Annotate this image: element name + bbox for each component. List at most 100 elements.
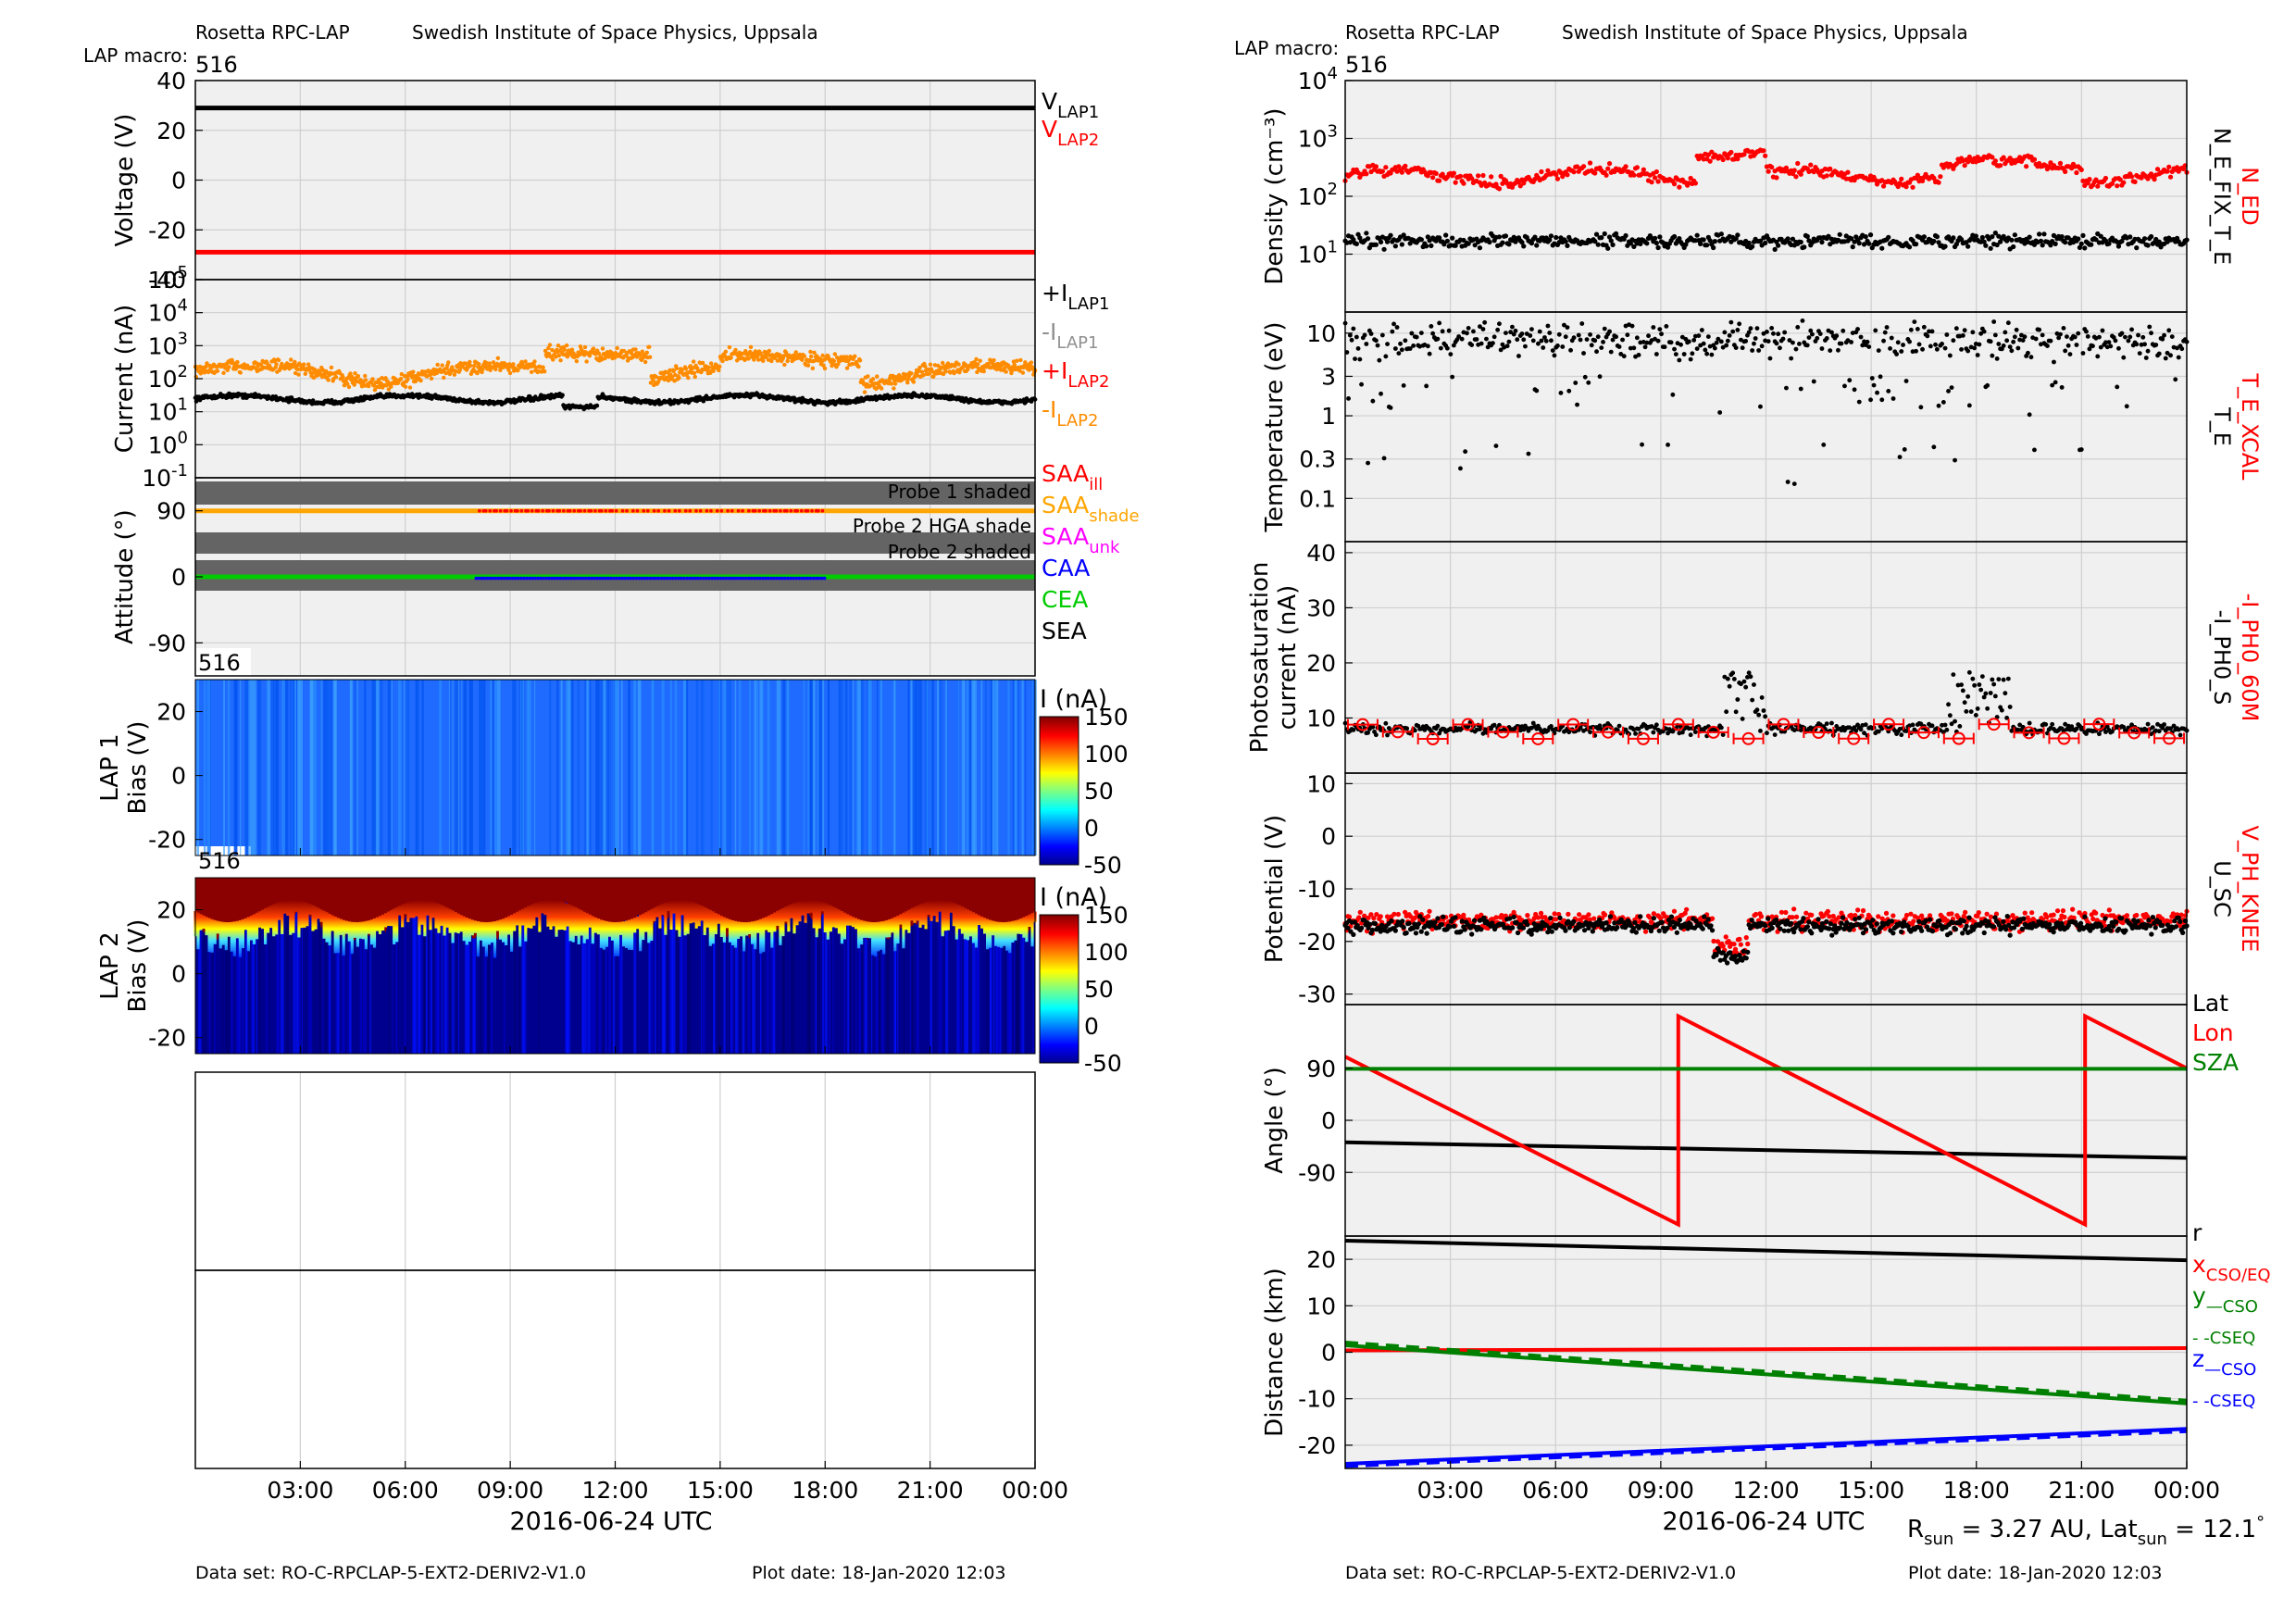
lap2-streak	[897, 878, 899, 1054]
lap2-streak	[417, 878, 421, 1054]
attitude-legend-entry: SAAunk	[1042, 523, 1120, 557]
current-tick-base: 10	[148, 399, 178, 426]
lap2-streak	[308, 878, 312, 1054]
lap2-streak	[425, 878, 428, 1054]
lap1-streak	[729, 680, 731, 856]
lap1-streak	[470, 680, 474, 856]
voltage-legend-main: V	[1042, 88, 1057, 115]
lap1-streak	[821, 680, 825, 856]
lap1-streak	[961, 680, 966, 856]
lap1-streak	[966, 680, 969, 856]
lap2-streak	[1006, 878, 1010, 1054]
density-tick-exp: 4	[1328, 64, 1338, 83]
lap2-streak	[1019, 878, 1023, 1054]
lap2-streak	[876, 878, 879, 1054]
current-legend-sub: LAP2	[1056, 411, 1098, 431]
left-x-tick-label-x: 06:00	[372, 1477, 439, 1504]
photosat-red-point	[1952, 731, 1965, 745]
lap2-streak	[229, 878, 231, 1054]
lap2-streak	[713, 878, 715, 1054]
lap2-streak	[471, 878, 474, 1054]
lap1-streak	[590, 680, 592, 856]
lap1-streak	[628, 680, 631, 856]
density-tick-label: 101	[1298, 238, 1338, 269]
lap1-streak	[364, 680, 367, 856]
density-tick-label: 102	[1298, 180, 1338, 210]
lap1-streak	[421, 680, 424, 856]
lap2-streak	[252, 878, 255, 1054]
lap1-streak	[267, 680, 270, 856]
photosat-red-point	[2163, 731, 2177, 745]
lap2-streak	[605, 878, 607, 1054]
current-legend-main: +I	[1042, 357, 1067, 384]
lap2-colorbar-tick: 0	[1084, 1013, 1099, 1040]
lap2-streak	[335, 878, 337, 1054]
distance-r-line	[1344, 1239, 2188, 1263]
lap2-streak	[733, 878, 737, 1054]
current-tick-exp: 3	[178, 329, 188, 348]
lap2-tick-label: -20	[148, 1025, 186, 1052]
lap1-streak	[992, 680, 994, 856]
lap1-streak	[371, 680, 374, 856]
attitude-shade-band	[195, 481, 1035, 505]
lap1-streak	[1012, 680, 1016, 856]
lap1-streak	[839, 680, 841, 856]
lap2-streak	[441, 878, 443, 1054]
lap1-streak	[739, 680, 742, 856]
lap2-streak	[446, 878, 449, 1054]
lap2-streak	[663, 878, 666, 1054]
lap1-streak	[534, 680, 536, 856]
lap2-streak	[393, 878, 397, 1054]
lap2-streak	[276, 878, 279, 1054]
lap1-streak	[726, 680, 729, 856]
lap1-streak	[612, 680, 615, 856]
distance-legend-entry: - -CSEQ	[2192, 1329, 2255, 1348]
voltage-legend-sub: LAP1	[1057, 103, 1099, 122]
lap2-streak	[747, 878, 751, 1054]
lap2-ylabel2: Bias (V)	[124, 919, 152, 1013]
lap1-streak	[776, 680, 779, 856]
lap1-colorbar-tick: 50	[1084, 778, 1114, 805]
lap1-streak	[1021, 680, 1024, 856]
lap1-streak	[482, 680, 486, 856]
lap2-streak	[503, 878, 505, 1054]
temperature-tick-label: 0.1	[1299, 485, 1336, 512]
density-tick-base: 10	[1298, 126, 1328, 153]
lap2-streak	[323, 878, 327, 1054]
lap2-streak	[368, 878, 370, 1054]
lap2-streak	[424, 878, 426, 1054]
lap2-streak	[648, 878, 651, 1054]
lap2-streak	[909, 878, 912, 1054]
photosat-red-point	[1355, 718, 1369, 731]
potential-tick-label: 10	[1306, 770, 1336, 797]
lap2-streak	[655, 878, 656, 1054]
voltage-tick-label: -20	[148, 217, 186, 244]
lap2-streak	[369, 878, 371, 1054]
lap2-streak	[464, 878, 468, 1054]
photosaturation-tick-label: 20	[1306, 650, 1336, 677]
left-x-tick-label-x: 15:00	[687, 1477, 754, 1504]
potential-tick-label: -10	[1298, 876, 1336, 903]
lap2-streak	[679, 878, 681, 1054]
lap2-streak	[957, 878, 961, 1054]
lap2-colorbar	[1039, 914, 1079, 1064]
density-tick-base: 10	[1298, 183, 1328, 210]
right-x-tick-label-x: 18:00	[1943, 1477, 2010, 1504]
angle-tick-label: 90	[1306, 1056, 1336, 1082]
lap1-streak	[598, 680, 603, 856]
photosat-red-point	[2092, 718, 2106, 731]
shade-label-probe1: Probe 1 shaded	[888, 481, 1031, 503]
current-tick-label: 104	[148, 296, 188, 327]
current-tick-base: 10	[148, 267, 178, 294]
lap1-streak	[786, 680, 790, 856]
lap1-streak	[375, 680, 380, 856]
lap2-streak	[815, 878, 817, 1054]
lap1-streak	[560, 680, 563, 856]
potential-legend-black: U_SC	[2209, 860, 2235, 918]
lap2-streak	[457, 878, 459, 1054]
lap1-streak	[309, 680, 314, 856]
attitude-legend-main: SAA	[1042, 460, 1089, 487]
lap2-streak	[244, 878, 248, 1054]
lap1-tick-label: 0	[171, 763, 186, 790]
lap2-streak	[581, 878, 584, 1054]
